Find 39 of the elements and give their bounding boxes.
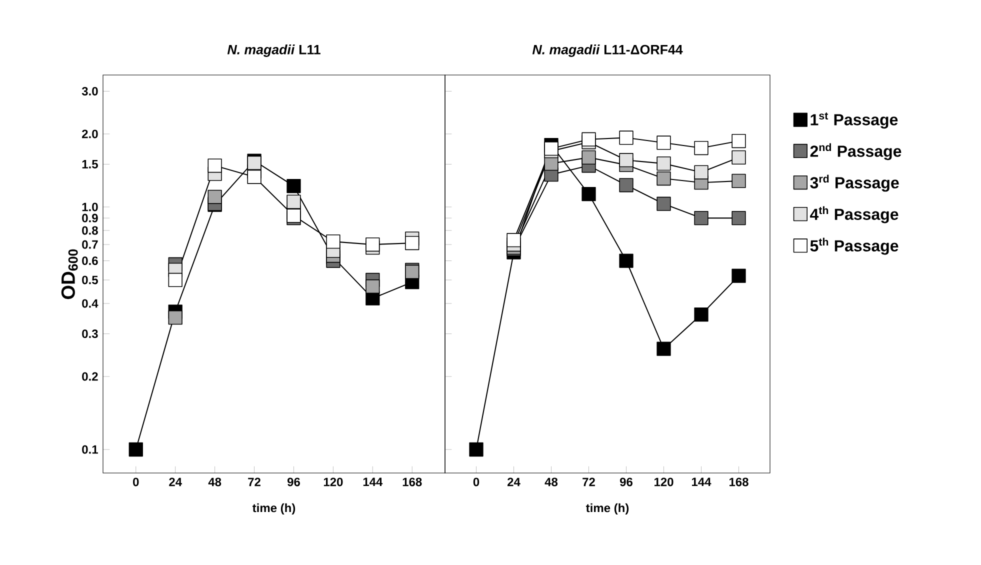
y-tick-label: 1.0 xyxy=(82,202,98,212)
x-tick-label: 0 xyxy=(133,478,139,486)
x-tick-label: 24 xyxy=(169,478,182,486)
y-tick-label: 0.4 xyxy=(82,299,98,308)
x-tick-label: 96 xyxy=(620,478,632,486)
y-tick-label: 0.1 xyxy=(82,445,98,454)
y-tick-label: 2.0 xyxy=(82,130,98,138)
x-tick-label: 0 xyxy=(473,478,480,486)
y-tick-label: 3.0 xyxy=(82,86,98,96)
x-tick-label: 48 xyxy=(208,478,222,486)
x-tick-label: 72 xyxy=(248,478,260,486)
chart-title: N. magadii L11-ΔORF44 xyxy=(532,44,683,57)
legend-label: 1$^{st}$ Passage xyxy=(810,112,898,129)
chart-title: N. magadii L11 xyxy=(227,44,320,57)
x-tick-label: 120 xyxy=(324,478,343,486)
y-tick-label: 0.9 xyxy=(82,214,98,222)
y-tick-label: 0.2 xyxy=(82,372,98,381)
x-axis-title: time (h) xyxy=(586,503,629,515)
y-tick-label: 0.7 xyxy=(82,240,98,249)
legend-label: 5$^{th}$ Passage xyxy=(810,238,898,255)
y-tick-label: 1.5 xyxy=(82,160,98,168)
y-tick-label: 0.8 xyxy=(82,226,98,235)
x-tick-label: 48 xyxy=(544,478,558,486)
x-tick-label: 144 xyxy=(363,478,383,486)
x-tick-label: 120 xyxy=(654,478,674,486)
legend-label: 4$^{th}$ Passage xyxy=(810,206,898,224)
y-tick-label: 0.3 xyxy=(82,330,98,338)
x-tick-label: 72 xyxy=(582,478,595,486)
x-tick-label: 168 xyxy=(730,478,748,486)
legend-label: 2$^{nd}$ Passage xyxy=(810,143,902,160)
x-tick-label: 168 xyxy=(402,478,422,486)
y-tick-label: 0.5 xyxy=(82,276,98,284)
y-axis-title: OD$_{600}$ xyxy=(61,249,78,300)
x-axis-title: time (h) xyxy=(252,503,296,515)
legend-label: 3$^{rd}$ Passage xyxy=(810,174,899,192)
y-tick-label: 0.6 xyxy=(82,256,98,266)
x-tick-label: 24 xyxy=(508,478,520,486)
x-tick-label: 96 xyxy=(287,478,300,486)
x-tick-label: 144 xyxy=(692,478,712,486)
